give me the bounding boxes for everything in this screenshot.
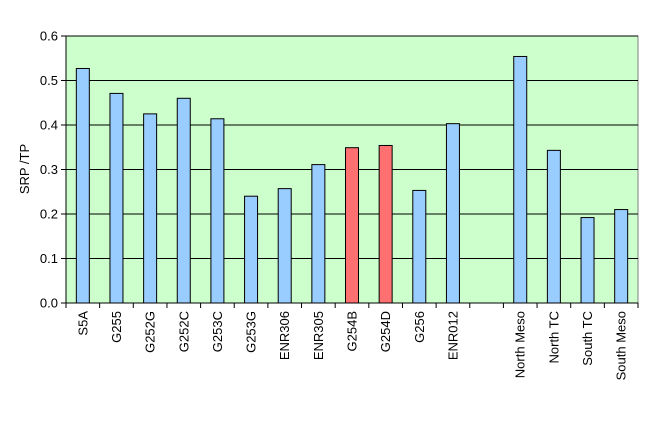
y-tick-label: 0.4 — [40, 118, 58, 133]
bar — [176, 97, 191, 304]
x-tick-label: G255 — [109, 311, 124, 343]
x-tick-label: South Meso — [614, 311, 629, 380]
bar — [277, 188, 292, 304]
gridlines — [66, 35, 638, 259]
bar — [244, 195, 259, 304]
x-tick-label: South TC — [580, 311, 595, 366]
x-tick-label: G253C — [210, 311, 225, 352]
bar — [378, 144, 393, 304]
x-tick-label: G256 — [412, 311, 427, 343]
y-tick-label: 0.5 — [40, 73, 58, 88]
x-tick-label: G252G — [143, 311, 158, 353]
bar — [614, 209, 629, 304]
y-tick-label: 0.2 — [40, 207, 58, 222]
x-tick-label: G254D — [378, 311, 393, 352]
y-tick-label: 0.3 — [40, 162, 58, 177]
x-tick-label: ENR306 — [277, 311, 292, 360]
y-axis-ticks: 0.0 0.1 0.2 0.3 0.4 0.5 0.6 — [40, 29, 66, 311]
bar — [546, 149, 561, 304]
x-tick-label: G252C — [176, 311, 191, 352]
bar — [513, 55, 528, 304]
y-tick-label: 0.1 — [40, 251, 58, 266]
bar — [345, 147, 359, 304]
x-tick-label: ENR012 — [445, 311, 460, 360]
bar — [311, 164, 326, 304]
bar — [210, 118, 225, 304]
bar — [445, 123, 460, 304]
x-axis-ticks: S5A G255 G252G G252C G253C G253G ENR306 ENR305 G… — [65, 303, 639, 380]
bar — [143, 113, 158, 304]
bar — [109, 92, 124, 304]
bar — [75, 67, 90, 304]
x-tick-label: G254B — [345, 311, 360, 351]
x-tick-label: G253G — [244, 311, 259, 353]
bars — [75, 55, 629, 304]
x-tick-label: North TC — [546, 311, 561, 364]
y-tick-label: 0.0 — [40, 296, 58, 311]
x-tick-label: ENR305 — [311, 311, 326, 360]
y-axis-title: SRP /TP — [17, 144, 32, 194]
bar — [580, 217, 595, 304]
bar — [412, 189, 427, 304]
x-tick-label: North Meso — [513, 311, 528, 378]
x-tick-label: S5A — [75, 311, 90, 336]
y-tick-label: 0.6 — [40, 29, 58, 44]
